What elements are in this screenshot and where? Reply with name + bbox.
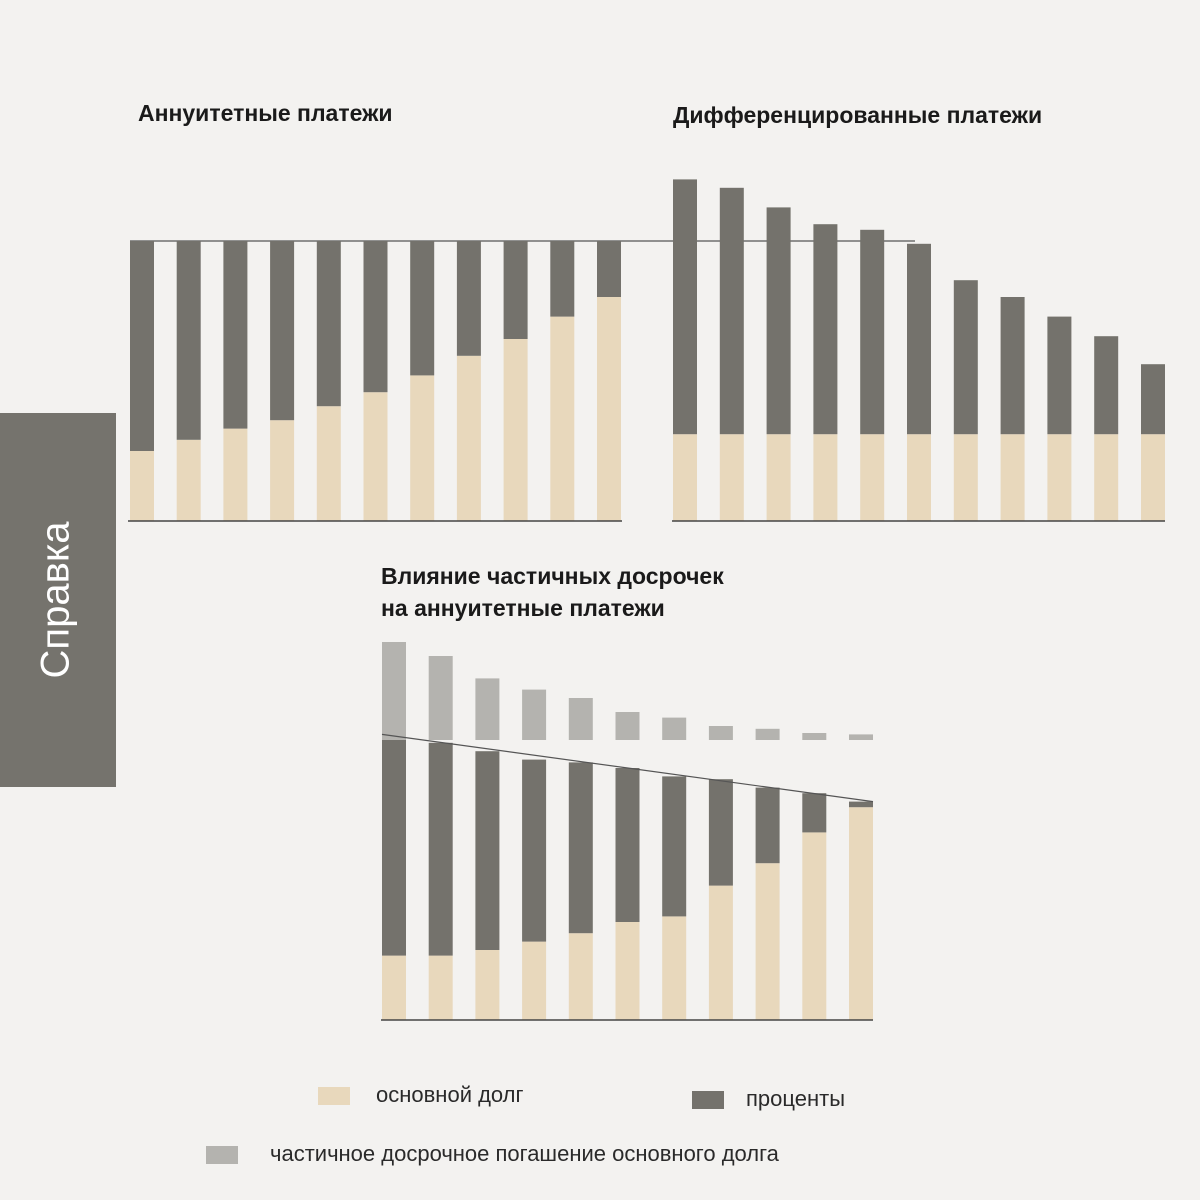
chart-title: Аннуитетные платежи xyxy=(138,100,393,126)
bar-segment xyxy=(813,224,838,435)
bar-segment xyxy=(410,241,435,376)
bar-segment xyxy=(755,863,780,1020)
bar-segment xyxy=(475,751,500,950)
bar-segment xyxy=(597,297,621,521)
bar-segment xyxy=(597,241,621,297)
bar-segment xyxy=(1141,434,1165,521)
bar-segment xyxy=(802,793,827,833)
legend-swatch xyxy=(692,1091,724,1109)
bar-segment xyxy=(428,955,453,1020)
bar-segment xyxy=(475,678,500,740)
bar-segment xyxy=(1000,434,1025,521)
bar-segment xyxy=(550,241,575,317)
chart-title: Дифференцированные платежи xyxy=(673,102,1042,128)
bar-segment xyxy=(223,241,248,429)
bar-segment xyxy=(475,950,500,1020)
bar-segment xyxy=(522,941,547,1020)
bar-segment xyxy=(568,762,593,934)
bar-segment xyxy=(1047,316,1072,435)
bar-segment xyxy=(503,339,528,521)
bar-segment xyxy=(1000,297,1025,435)
bar-segment xyxy=(363,392,388,521)
bar-segment xyxy=(953,280,978,435)
bar-segment xyxy=(849,807,873,1020)
bar-segment xyxy=(550,316,575,521)
bar-segment xyxy=(907,434,931,521)
bar-segment xyxy=(953,434,978,521)
bar-segment xyxy=(382,642,406,740)
bar-segment xyxy=(1141,364,1165,435)
bar-segment xyxy=(719,434,744,521)
legend-label: проценты xyxy=(746,1086,845,1111)
bar-segment xyxy=(813,434,838,521)
bar-segment xyxy=(849,734,873,740)
bar-segment xyxy=(662,717,687,740)
bar-segment xyxy=(766,434,791,521)
legend-swatch xyxy=(318,1087,350,1105)
bar-segment xyxy=(382,734,406,956)
bar-segment xyxy=(719,187,744,435)
bar-segment xyxy=(522,689,547,740)
trend-line xyxy=(381,733,874,803)
legend-label: основной долг xyxy=(376,1082,524,1107)
bar-segment xyxy=(130,451,154,521)
bar-segment xyxy=(176,241,201,440)
sidebar xyxy=(0,413,116,787)
bar-segment xyxy=(755,728,780,740)
bar-segment xyxy=(130,241,154,451)
bar-segment xyxy=(382,955,406,1020)
bar-segment xyxy=(766,207,791,435)
bar-segment xyxy=(568,698,593,740)
bar-segment xyxy=(802,733,827,740)
bar-segment xyxy=(802,832,827,1020)
bar-segment xyxy=(316,241,341,407)
bar-segment xyxy=(316,406,341,521)
bar-segment xyxy=(522,759,547,942)
chart-title: Влияние частичных досрочек xyxy=(381,563,724,589)
sidebar-label: Справка xyxy=(34,521,78,679)
bar-segment xyxy=(270,241,295,421)
bar-segment xyxy=(363,241,388,393)
legend-swatch xyxy=(206,1146,238,1164)
bar-segment xyxy=(673,434,697,521)
bar-segment xyxy=(907,243,931,435)
bar-segment xyxy=(428,656,453,740)
bar-segment xyxy=(860,434,885,521)
bar-segment xyxy=(503,241,528,339)
bar-segment xyxy=(428,742,453,956)
bar-segment xyxy=(456,241,481,356)
bar-segment xyxy=(223,428,248,521)
bar-segment xyxy=(1094,434,1119,521)
bar-segment xyxy=(456,355,481,521)
bar-segment xyxy=(849,801,873,808)
bar-segment xyxy=(615,922,640,1020)
legend-label: частичное досрочное погашение основного … xyxy=(270,1141,780,1166)
bar-segment xyxy=(615,768,640,922)
bar-segment xyxy=(176,439,201,521)
bar-segment xyxy=(662,916,687,1020)
bar-segment xyxy=(1047,434,1072,521)
bar-segment xyxy=(568,933,593,1020)
bar-segment xyxy=(673,179,697,435)
bar-segment xyxy=(410,375,435,521)
chart-title: на аннуитетные платежи xyxy=(381,595,665,621)
bar-segment xyxy=(270,420,295,521)
bar-segment xyxy=(662,776,687,917)
bar-segment xyxy=(615,712,640,740)
bar-segment xyxy=(708,885,733,1020)
bar-segment xyxy=(860,229,885,435)
bar-segment xyxy=(1094,336,1119,435)
bar-segment xyxy=(708,779,733,886)
bar-segment xyxy=(755,787,780,864)
bar-segment xyxy=(708,726,733,740)
